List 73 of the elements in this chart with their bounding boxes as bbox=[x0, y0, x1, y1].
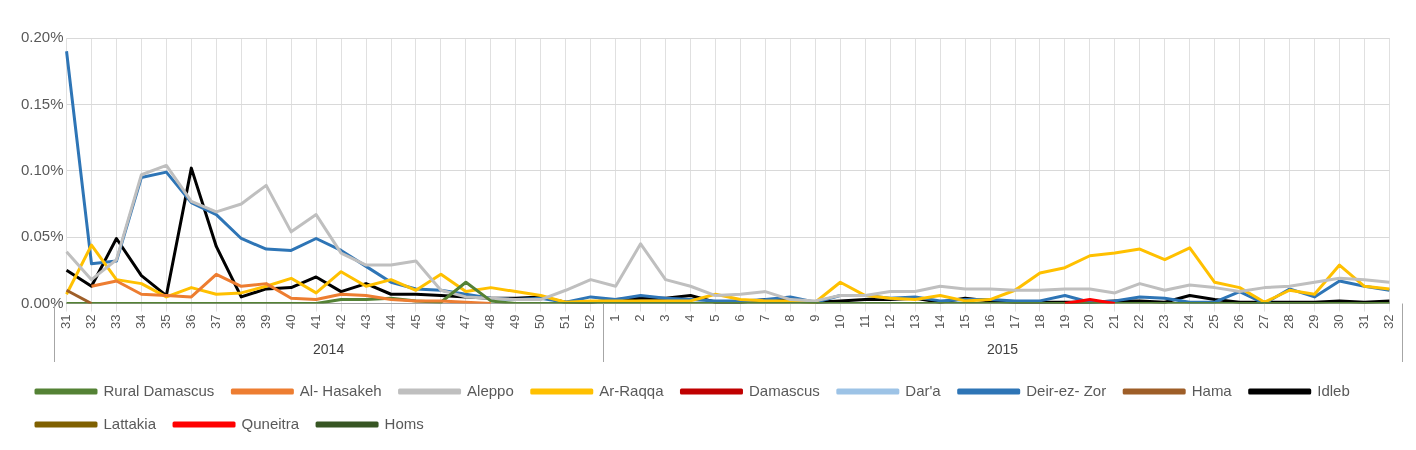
x-tick-label: 42 bbox=[332, 314, 348, 330]
x-tick-label: 8 bbox=[781, 314, 797, 322]
text: 2015 bbox=[986, 340, 1019, 357]
x-tick-label: 30 bbox=[1331, 314, 1347, 330]
x-tick-label: 38 bbox=[232, 314, 248, 330]
x-tick-label: 7 bbox=[756, 314, 772, 322]
x-tick-label: 6 bbox=[732, 314, 748, 322]
y-tick-label: 0.20% bbox=[20, 28, 64, 46]
y-tick-label: 0.00% bbox=[20, 293, 64, 311]
x-tick-label: 32 bbox=[83, 314, 99, 330]
x-tick-label: 18 bbox=[1031, 314, 1047, 330]
x-tick-label: 2 bbox=[632, 314, 648, 322]
legend-label: Ar-Raqqa bbox=[599, 381, 665, 399]
legend-label: Damascus bbox=[748, 381, 820, 399]
x-tick-label: 31 bbox=[1356, 314, 1372, 330]
x-tick-label: 23 bbox=[1156, 314, 1172, 330]
x-tick-label: 27 bbox=[1256, 314, 1272, 330]
x-tick-label: 12 bbox=[881, 314, 897, 330]
x-tick-label: 34 bbox=[132, 314, 148, 330]
x-tick-label: 26 bbox=[1231, 314, 1247, 330]
x-tick-label: 47 bbox=[457, 314, 473, 330]
x-tick-label: 32 bbox=[1380, 314, 1396, 330]
x-tick-label: 50 bbox=[532, 314, 548, 330]
x-tick-label: 11 bbox=[856, 314, 872, 329]
x-tick-label: 51 bbox=[557, 314, 573, 330]
x-tick-label: 45 bbox=[407, 314, 423, 330]
y-tick-label: 0.10% bbox=[20, 160, 64, 178]
x-tick-label: 29 bbox=[1306, 314, 1322, 330]
x-tick-label: 15 bbox=[956, 314, 972, 330]
x-tick-label: 49 bbox=[507, 314, 523, 330]
x-tick-label: 44 bbox=[382, 314, 398, 330]
x-tick-label: 20 bbox=[1081, 314, 1097, 330]
x-tick-label: 46 bbox=[432, 314, 448, 330]
x-tick-label: 39 bbox=[257, 314, 273, 330]
legend-label: Idleb bbox=[1317, 381, 1350, 399]
x-tick-label: 17 bbox=[1006, 314, 1022, 330]
x-tick-label: 5 bbox=[707, 314, 723, 322]
legend-label: Hama bbox=[1191, 381, 1233, 399]
y-tick-label: 0.05% bbox=[20, 227, 64, 245]
legend-label: Rural Damascus bbox=[103, 381, 215, 399]
x-tick-label: 52 bbox=[582, 314, 598, 330]
legend-label: Aleppo bbox=[467, 381, 514, 399]
x-tick-label: 4 bbox=[682, 314, 698, 322]
x-tick-label: 3 bbox=[657, 314, 673, 322]
x-tick-label: 25 bbox=[1206, 314, 1222, 330]
legend-label: Dar'a bbox=[905, 381, 942, 399]
x-tick-label: 41 bbox=[307, 314, 323, 330]
x-tick-label: 35 bbox=[157, 314, 173, 330]
x-tick-label: 9 bbox=[806, 314, 822, 322]
x-tick-label: 36 bbox=[182, 314, 198, 330]
x-tick-label: 37 bbox=[207, 314, 223, 330]
x-tick-label: 33 bbox=[108, 314, 124, 330]
legend-label: Quneitra bbox=[241, 414, 300, 432]
x-tick-label: 43 bbox=[357, 314, 373, 330]
x-tick-label: 16 bbox=[981, 314, 997, 330]
x-tick-label: 28 bbox=[1281, 314, 1297, 330]
x-tick-label: 22 bbox=[1131, 314, 1147, 330]
x-tick-label: 13 bbox=[906, 314, 922, 330]
legend-label: Al- Hasakeh bbox=[299, 381, 382, 399]
x-tick-label: 1 bbox=[607, 314, 623, 322]
x-tick-label: 24 bbox=[1181, 314, 1197, 330]
x-tick-label: 31 bbox=[58, 314, 74, 330]
x-tick-label: 21 bbox=[1106, 314, 1122, 330]
x-tick-label: 14 bbox=[931, 314, 947, 330]
legend-label: Lattakia bbox=[103, 414, 157, 432]
legend-label: Deir-ez- Zor bbox=[1026, 381, 1107, 399]
legend-label: Homs bbox=[384, 414, 424, 432]
x-tick-label: 10 bbox=[831, 314, 847, 330]
x-tick-label: 48 bbox=[482, 314, 498, 330]
x-tick-label: 40 bbox=[282, 314, 298, 330]
text: 2014 bbox=[313, 340, 345, 357]
x-tick-label: 19 bbox=[1056, 314, 1072, 330]
y-tick-label: 0.15% bbox=[20, 94, 64, 112]
